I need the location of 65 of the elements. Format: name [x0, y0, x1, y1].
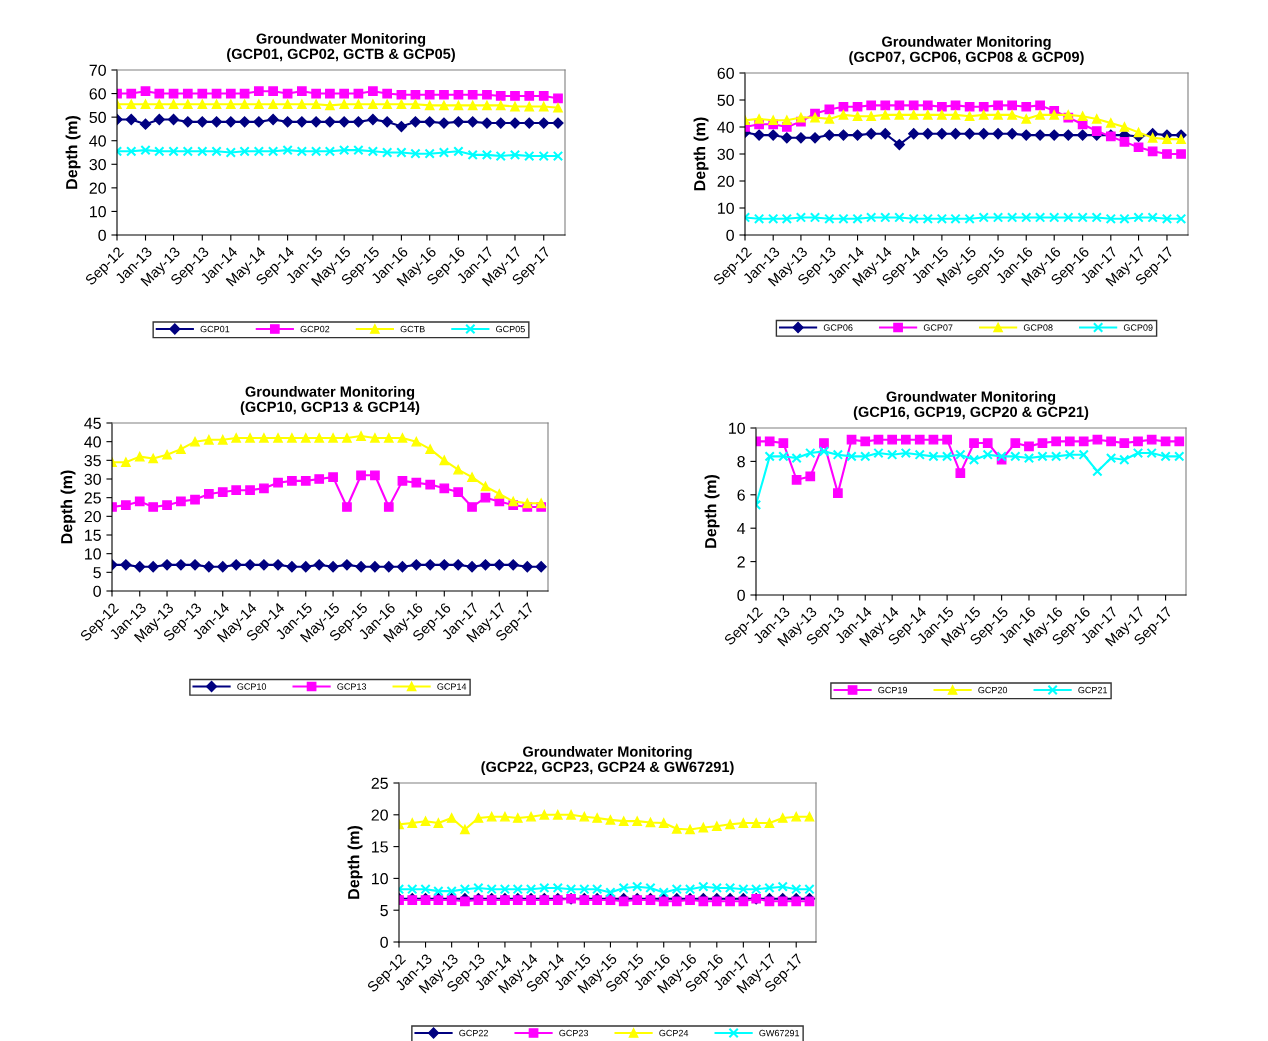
legend-label: GCP13	[337, 683, 367, 690]
legend-label: GCP22	[459, 1029, 488, 1037]
legend-label: GCP01	[200, 325, 230, 333]
y-tick-label: 20	[89, 182, 106, 194]
legend-label: GCP20	[978, 686, 1008, 694]
y-tick-label: 60	[89, 88, 106, 100]
y-axis-title: Depth (m)	[704, 475, 720, 548]
y-tick-label: 50	[717, 94, 734, 106]
y-tick-label: 25	[371, 777, 388, 789]
y-tick-label: 5	[380, 905, 388, 917]
y-tick-label: 70	[89, 64, 106, 76]
y-axis-title: Depth (m)	[693, 117, 709, 191]
y-tick-label: 25	[84, 492, 101, 504]
y-tick-label: 0	[380, 936, 388, 948]
y-tick-label: 10	[718, 202, 734, 214]
legend-label: GCP24	[659, 1029, 689, 1037]
legend-label: GCP08	[1023, 324, 1053, 331]
y-tick-label: 5	[93, 567, 101, 579]
legend-label: GCTB	[400, 325, 425, 333]
legend-label: GCP19	[878, 686, 908, 694]
y-axis-title: Depth (m)	[347, 826, 363, 899]
y-tick-label: 40	[84, 436, 101, 448]
legend-label: GCP14	[437, 683, 467, 690]
y-axis-title: Depth (m)	[60, 470, 76, 544]
chart-title: Groundwater Monitoring (GCP07, GCP06, GCP08 & GCP09)	[849, 36, 1084, 65]
y-tick-label: 8	[737, 456, 745, 468]
chart-title: Groundwater Monitoring (GCP01, GCP02, GCTB & GCP05)	[227, 33, 455, 62]
y-tick-label: 30	[717, 148, 734, 160]
y-tick-label: 6	[737, 489, 745, 501]
y-tick-label: 30	[89, 158, 106, 171]
chart-title: Groundwater Monitoring (GCP22, GCP23, GCP24 & GW67291)	[481, 746, 734, 775]
y-tick-label: 10	[372, 873, 388, 885]
y-tick-label: 35	[84, 454, 101, 467]
y-tick-label: 45	[84, 417, 101, 429]
y-tick-label: 15	[372, 841, 388, 853]
legend-label: GW67291	[759, 1029, 800, 1037]
y-tick-label: 20	[84, 510, 101, 523]
y-tick-label: 2	[737, 556, 745, 568]
y-tick-label: 0	[726, 229, 734, 241]
y-tick-label: 0	[737, 589, 745, 601]
legend-label: GCP05	[496, 325, 525, 333]
y-tick-label: 60	[717, 67, 734, 79]
legend-label: GCP10	[237, 683, 267, 690]
legend-label: GCP02	[300, 325, 330, 333]
legend-label: GCP23	[559, 1029, 589, 1037]
y-tick-label: 20	[717, 175, 734, 187]
legend-label: GCP07	[923, 324, 953, 331]
y-tick-label: 0	[93, 585, 101, 597]
legend-label: GCP06	[823, 324, 853, 331]
y-tick-label: 10	[729, 422, 745, 434]
y-tick-label: 40	[89, 135, 106, 147]
chart-title: Groundwater Monitoring (GCP10, GCP13 & GCP14)	[240, 386, 420, 415]
y-tick-label: 10	[85, 548, 101, 560]
legend-label: GCP09	[1123, 324, 1153, 331]
y-tick-label: 20	[371, 809, 388, 821]
y-tick-label: 10	[90, 206, 106, 218]
y-tick-label: 4	[737, 523, 746, 534]
legend-label: GCP21	[1078, 686, 1108, 694]
y-tick-label: 40	[717, 121, 734, 133]
chart-title: Groundwater Monitoring (GCP16, GCP19, GCP20 & GCP21)	[853, 391, 1089, 420]
y-axis-title: Depth (m)	[65, 116, 81, 189]
y-tick-label: 30	[84, 473, 101, 485]
y-tick-label: 0	[98, 229, 106, 241]
y-tick-label: 15	[85, 529, 101, 541]
y-tick-label: 50	[89, 111, 106, 124]
